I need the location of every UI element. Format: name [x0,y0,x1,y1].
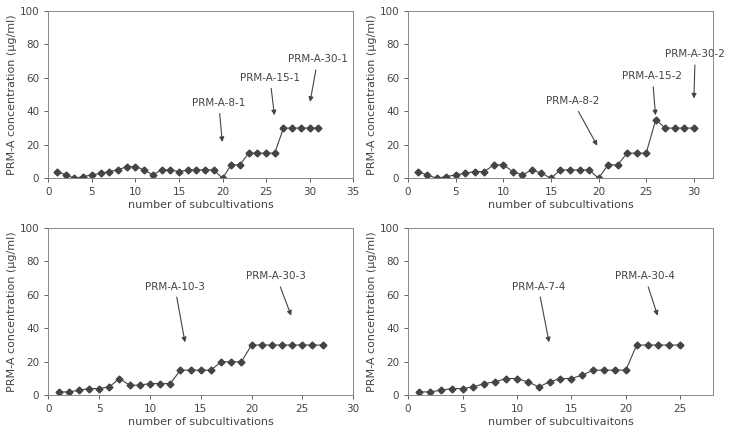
Text: PRM-A-30-2: PRM-A-30-2 [665,49,725,97]
Y-axis label: PRM-A concentration (μg/ml): PRM-A concentration (μg/ml) [367,231,377,392]
X-axis label: number of subcultivations: number of subcultivations [128,200,273,210]
Text: PRM-A-8-2: PRM-A-8-2 [546,96,599,145]
Text: PRM-A-15-1: PRM-A-15-1 [240,73,300,114]
Text: PRM-A-30-1: PRM-A-30-1 [287,55,347,101]
Text: PRM-A-7-4: PRM-A-7-4 [511,282,565,341]
X-axis label: number of subcultivations: number of subcultivations [488,200,633,210]
Y-axis label: PRM-A concentration (μg/ml): PRM-A concentration (μg/ml) [7,14,17,175]
X-axis label: number of subcultivations: number of subcultivations [128,417,273,427]
Text: PRM-A-10-3: PRM-A-10-3 [145,282,205,341]
Text: PRM-A-30-3: PRM-A-30-3 [247,272,307,315]
Text: PRM-A-8-1: PRM-A-8-1 [192,98,245,141]
Y-axis label: PRM-A concentration (μg/ml): PRM-A concentration (μg/ml) [7,231,17,392]
Text: PRM-A-30-4: PRM-A-30-4 [615,272,675,315]
Y-axis label: PRM-A concentration (μg/ml): PRM-A concentration (μg/ml) [367,14,377,175]
X-axis label: number of subcultivaitons: number of subcultivaitons [488,417,633,427]
Text: PRM-A-15-2: PRM-A-15-2 [622,71,682,114]
